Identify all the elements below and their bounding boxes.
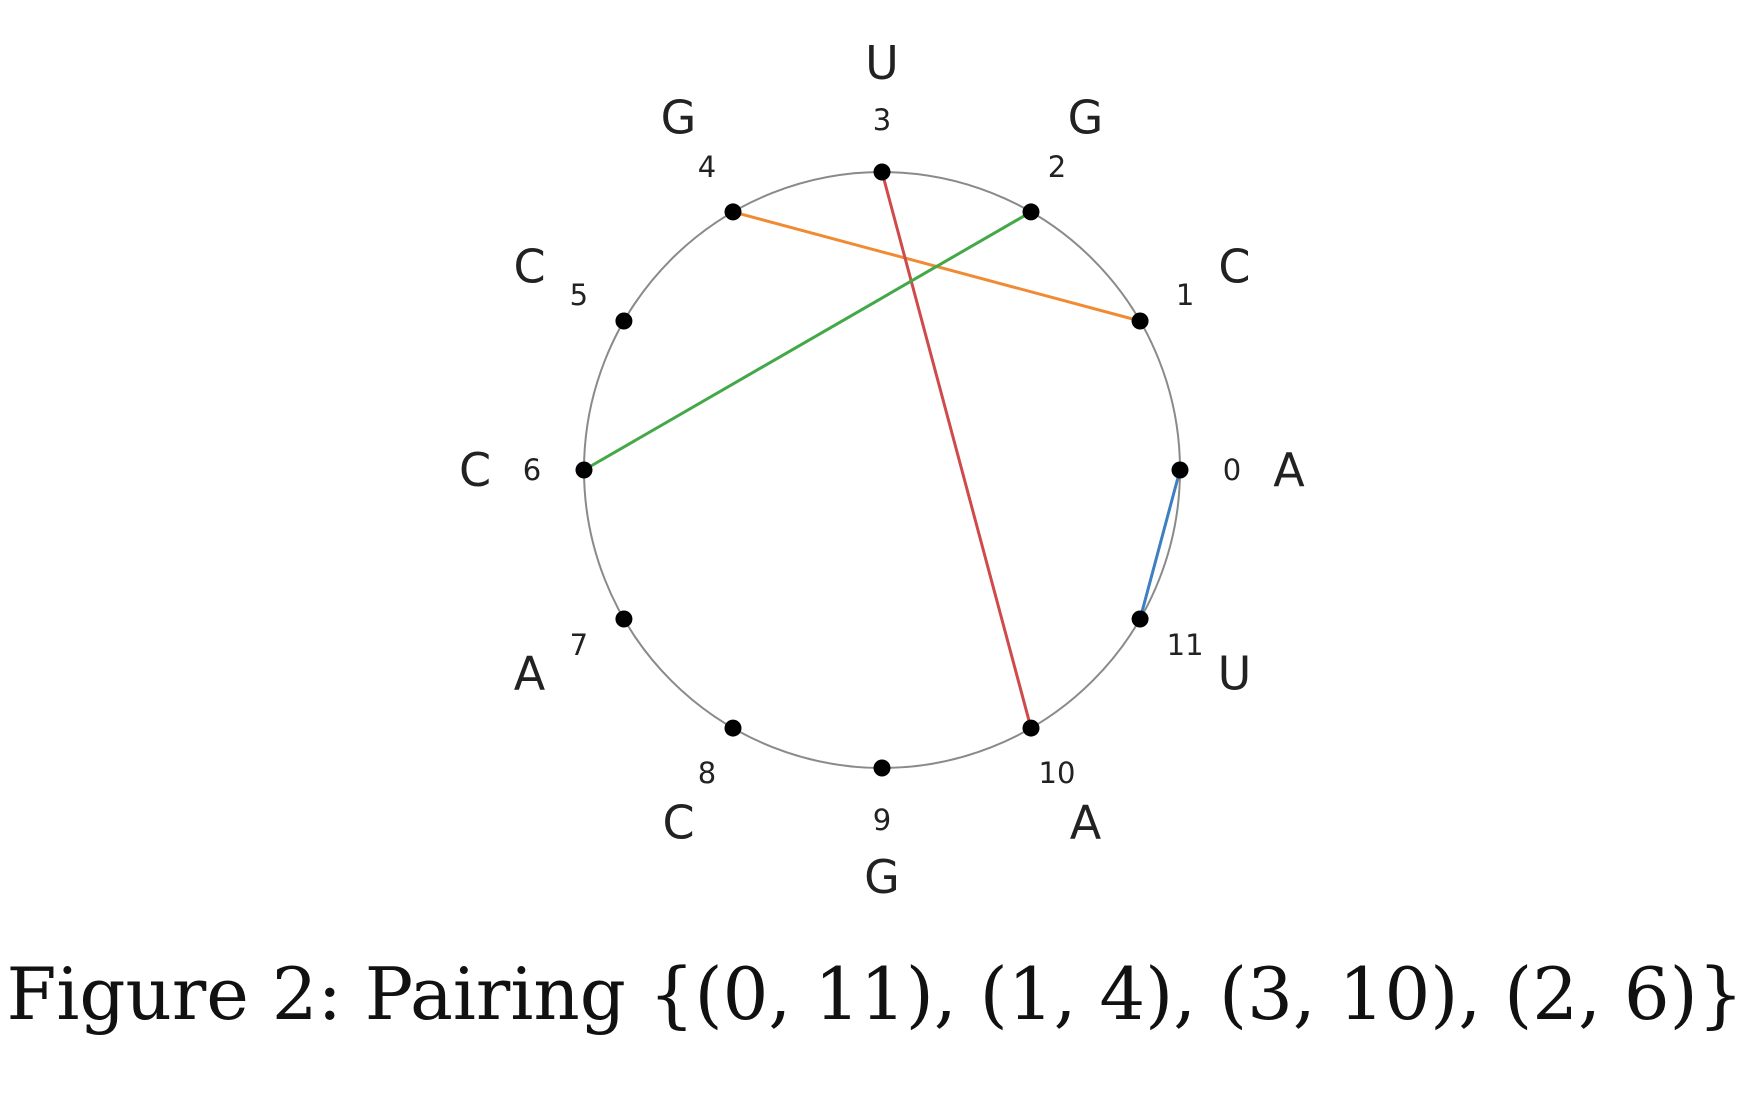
index-label-10: 10 xyxy=(1039,756,1076,790)
node-10 xyxy=(1022,719,1040,737)
base-label-3: U xyxy=(865,36,899,90)
base-label-4: G xyxy=(661,91,697,145)
pair-line-3-10 xyxy=(880,171,1033,729)
index-label-9: 9 xyxy=(873,803,891,837)
base-label-8: C xyxy=(662,795,694,849)
node-3 xyxy=(873,163,891,181)
index-label-6: 6 xyxy=(523,453,541,487)
nodes-layer xyxy=(575,163,1189,777)
index-label-4: 4 xyxy=(698,150,716,184)
base-label-11: U xyxy=(1218,647,1252,701)
base-label-10: A xyxy=(1070,795,1102,849)
index-label-2: 2 xyxy=(1048,150,1066,184)
index-label-0: 0 xyxy=(1223,453,1241,487)
base-label-7: A xyxy=(514,647,546,701)
base-label-6: C xyxy=(459,443,491,497)
node-2 xyxy=(1022,203,1040,221)
node-4 xyxy=(724,203,742,221)
index-label-8: 8 xyxy=(698,756,716,790)
index-label-1: 1 xyxy=(1176,278,1194,312)
pair-line-0-11 xyxy=(1138,469,1182,620)
node-0 xyxy=(1171,461,1189,479)
node-6 xyxy=(575,461,593,479)
base-label-0: A xyxy=(1273,443,1305,497)
base-label-1: C xyxy=(1218,240,1250,294)
index-label-7: 7 xyxy=(570,628,588,662)
node-1 xyxy=(1131,312,1149,330)
node-11 xyxy=(1131,610,1149,628)
base-label-5: C xyxy=(513,240,545,294)
index-label-3: 3 xyxy=(873,103,891,137)
index-label-11: 11 xyxy=(1167,628,1204,662)
index-label-5: 5 xyxy=(570,278,588,312)
node-9 xyxy=(873,759,891,777)
node-7 xyxy=(615,610,633,628)
pair-lines xyxy=(583,171,1182,729)
figure-caption: Figure 2: Pairing {(0, 11), (1, 4), (3, … xyxy=(6,952,1744,1036)
pair-line-2-6 xyxy=(583,210,1032,472)
node-5 xyxy=(615,312,633,330)
backbone-circle xyxy=(583,171,1181,769)
base-label-9: G xyxy=(864,850,900,904)
node-8 xyxy=(724,719,742,737)
base-label-2: G xyxy=(1068,91,1104,145)
